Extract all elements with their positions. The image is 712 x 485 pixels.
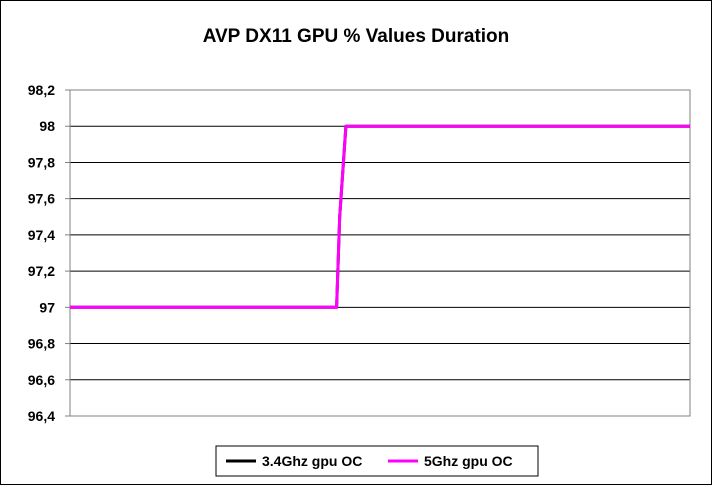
- grid-lines: [70, 125, 690, 381]
- y-tick-label: 97: [39, 299, 55, 315]
- plot-area: [69, 89, 691, 417]
- y-tick-label: 96,8: [28, 336, 55, 352]
- series-line-1: [70, 124, 690, 309]
- y-tick-label: 97,8: [28, 154, 55, 170]
- y-tick-label: 97,2: [28, 263, 55, 279]
- series-line-2: [70, 124, 690, 309]
- y-tick-label: 97,4: [28, 227, 55, 243]
- series-lines: [70, 124, 690, 309]
- chart-title: AVP DX11 GPU % Values Duration: [203, 26, 510, 47]
- y-tick-label: 98,2: [28, 82, 55, 98]
- legend: 3.4Ghz gpu OC 5Ghz gpu OC: [215, 445, 539, 477]
- y-tick-label: 98: [39, 118, 55, 134]
- y-tick-label: 96,4: [28, 408, 55, 424]
- legend-label: 3.4Ghz gpu OC: [262, 453, 362, 469]
- legend-label: 5Ghz gpu OC: [424, 453, 513, 469]
- y-tick-label: 96,6: [28, 372, 55, 388]
- y-tick-label: 97,6: [28, 191, 55, 207]
- legend-box: [215, 445, 539, 477]
- y-axis-ticks: 96,4 96,6 96,8 97 97,2 97,4 97,6 97,8 98 98,2: [28, 82, 70, 424]
